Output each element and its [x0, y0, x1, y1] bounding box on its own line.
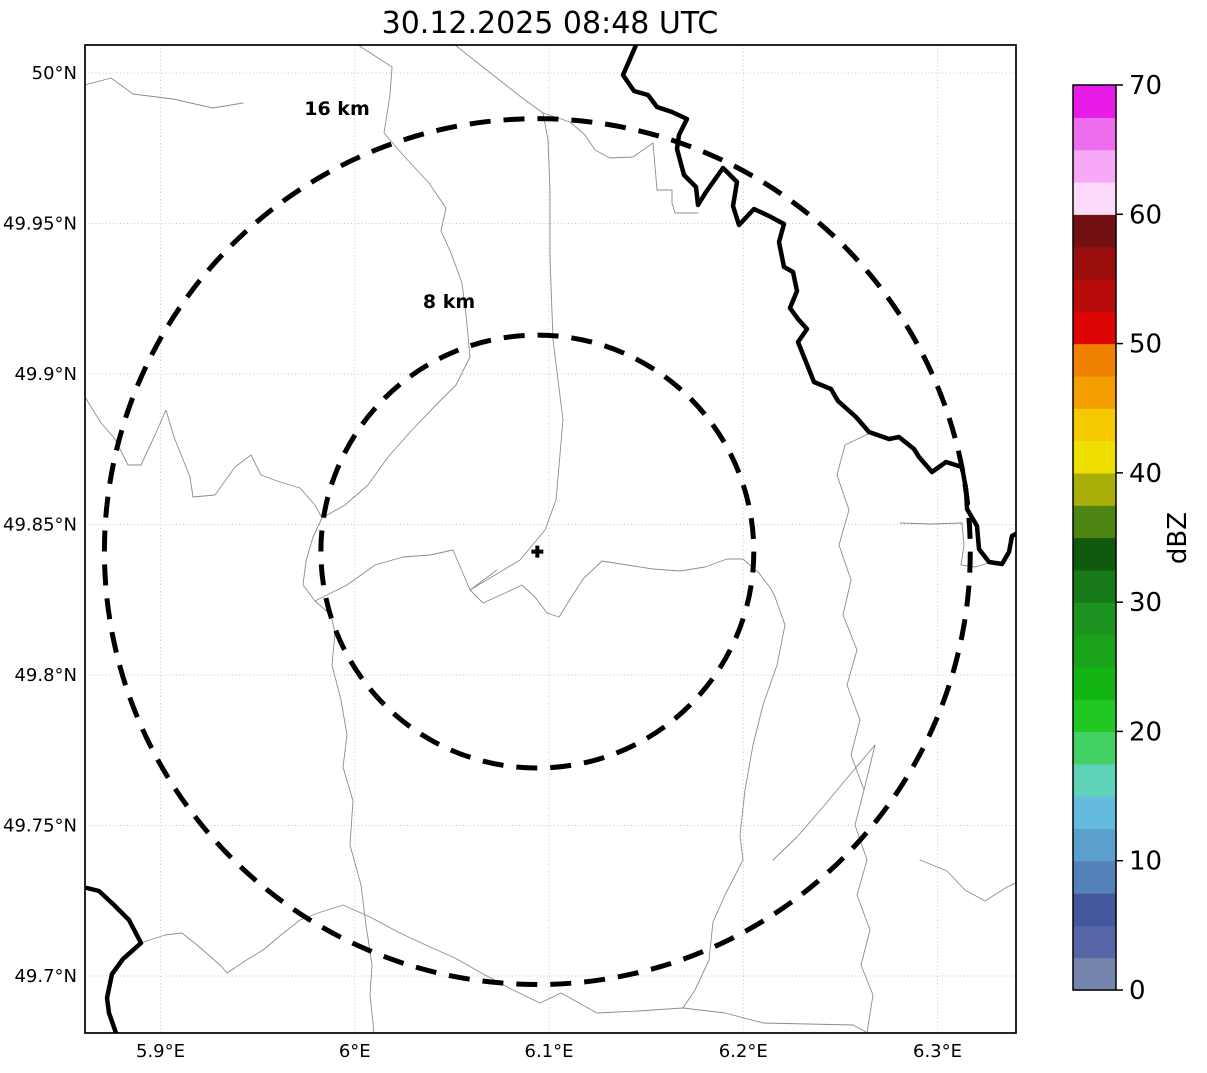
colorbar-band	[1073, 796, 1116, 829]
national-border-line	[85, 885, 144, 1033]
colorbar-band	[1073, 828, 1116, 862]
x-tick-label: 6.3°E	[913, 1041, 962, 1062]
colorbar-band	[1073, 569, 1116, 603]
admin-boundary-line	[539, 992, 869, 1033]
colorbar-band	[1073, 763, 1116, 797]
admin-boundary-line	[772, 744, 876, 861]
colorbar-tick-label: 40	[1129, 459, 1162, 489]
range-ring-label-8km: 8 km	[423, 291, 475, 313]
radar-center-marker	[531, 545, 544, 558]
colorbar-tick-label: 60	[1129, 200, 1162, 230]
colorbar-band	[1073, 537, 1116, 571]
national-borders	[85, 45, 1016, 1033]
range-ring-16km	[101, 116, 973, 988]
x-axis-tick-labels: 5.9°E 6°E 6.1°E 6.2°E 6.3°E	[136, 1041, 962, 1062]
admin-boundary-line	[314, 549, 776, 618]
colorbar-band	[1073, 505, 1116, 539]
colorbar-tick-label: 70	[1129, 71, 1162, 101]
admin-boundary-line	[302, 45, 471, 1033]
colorbar-band	[1073, 117, 1116, 151]
colorbar-band	[1073, 860, 1116, 894]
colorbar-band	[1073, 699, 1116, 733]
national-border-line	[620, 45, 1016, 567]
admin-boundaries	[85, 45, 1016, 1033]
colorbar-band	[1073, 666, 1116, 700]
x-tick-label: 5.9°E	[136, 1041, 185, 1062]
colorbar-band	[1073, 149, 1116, 183]
range-ring-label-16km: 16 km	[304, 98, 370, 120]
plot-title: 30.12.2025 08:48 UTC	[382, 6, 719, 41]
y-tick-label: 49.75°N	[3, 816, 77, 837]
colorbar-band	[1073, 731, 1116, 765]
colorbar-axis-label: dBZ	[1163, 512, 1193, 564]
colorbar-band	[1073, 472, 1116, 506]
y-axis-tick-labels: 50°N 49.95°N 49.9°N 49.85°N 49.8°N 49.75°N 49.…	[3, 63, 77, 987]
colorbar-band	[1073, 343, 1116, 377]
x-tick-label: 6.2°E	[719, 1041, 768, 1062]
range-ring-8km	[318, 332, 757, 771]
colorbar-band	[1073, 85, 1116, 118]
map-panel: 16 km 8 km	[84, 44, 1017, 1034]
colorbar-band	[1073, 246, 1116, 280]
admin-boundary-line	[919, 859, 1016, 902]
colorbar-band	[1073, 440, 1116, 474]
colorbar-band	[1073, 278, 1116, 312]
y-tick-label: 49.7°N	[14, 966, 77, 987]
colorbar-band	[1073, 408, 1116, 442]
colorbar-band	[1073, 602, 1116, 636]
admin-boundary-line	[454, 45, 564, 591]
colorbar-band	[1073, 893, 1116, 926]
y-tick-label: 49.9°N	[14, 364, 77, 385]
colorbar-cells	[1073, 85, 1116, 991]
x-tick-label: 6°E	[339, 1041, 371, 1062]
x-tick-label: 6.1°E	[525, 1041, 574, 1062]
colorbar-tick-label: 50	[1129, 330, 1162, 360]
admin-boundary-line	[836, 432, 874, 1033]
y-tick-label: 49.8°N	[14, 665, 77, 686]
colorbar-band	[1073, 634, 1116, 668]
admin-boundary-line	[85, 77, 244, 109]
colorbar-ticks: 0 10 20 30 40 50 60 70	[1116, 71, 1162, 1006]
gridlines	[85, 45, 1016, 1033]
colorbar-band	[1073, 181, 1116, 215]
colorbar-tick-label: 0	[1129, 976, 1146, 1006]
colorbar-tick-label: 20	[1129, 717, 1162, 747]
range-rings	[101, 116, 973, 988]
colorbar-band	[1073, 375, 1116, 409]
colorbar-band	[1073, 311, 1116, 345]
admin-boundary-line	[682, 596, 786, 1009]
colorbar-outline	[1072, 84, 1117, 991]
colorbar-band	[1073, 214, 1116, 248]
colorbar-tick-label: 10	[1129, 847, 1162, 877]
admin-boundary-line	[899, 522, 989, 568]
admin-boundary-line	[542, 112, 699, 214]
y-tick-label: 49.95°N	[3, 214, 77, 235]
colorbar-tick-label: 30	[1129, 588, 1162, 618]
colorbar-band	[1073, 957, 1116, 991]
admin-boundary-line	[85, 396, 323, 519]
admin-boundary-line	[140, 904, 541, 1004]
y-tick-label: 49.85°N	[3, 515, 77, 536]
y-tick-label: 50°N	[32, 63, 77, 84]
map-frame	[84, 44, 1017, 1034]
colorbar-band	[1073, 925, 1116, 959]
